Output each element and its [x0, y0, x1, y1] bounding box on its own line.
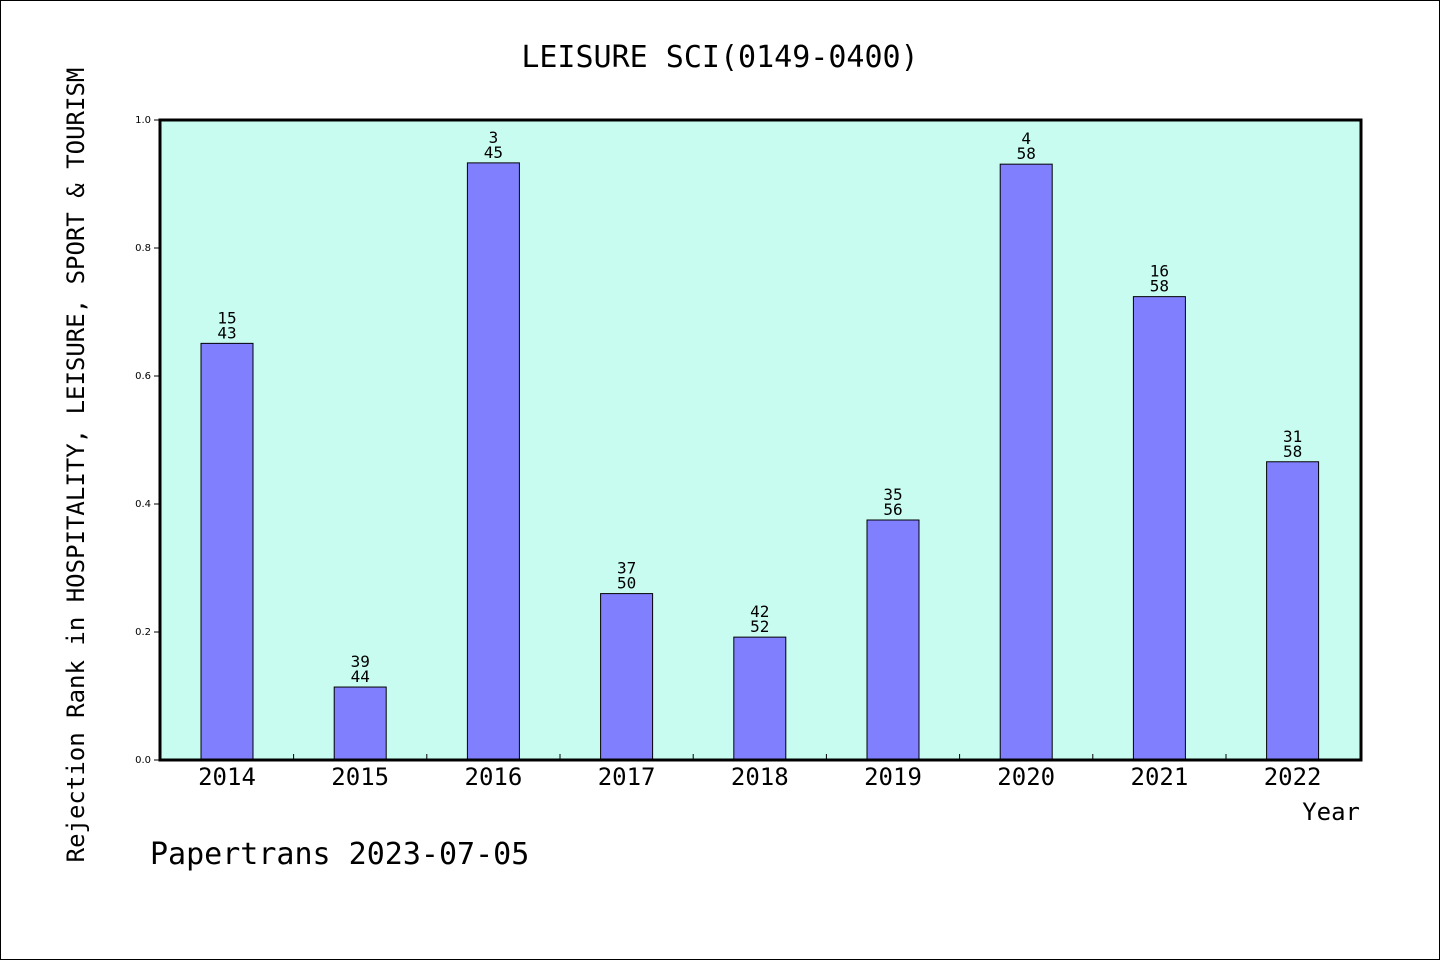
- bar-label-rank: 37: [617, 559, 636, 578]
- bar-2022: [1266, 461, 1320, 761]
- bar-label-rank: 4: [1021, 129, 1031, 148]
- bar-label-rank: 35: [883, 485, 902, 504]
- bar-label-rank: 39: [351, 652, 370, 671]
- bar-label-total: 58: [1150, 277, 1169, 296]
- bar-label-total: 56: [883, 500, 902, 519]
- bar-2019: [866, 519, 920, 761]
- x-tick-label: 2018: [731, 763, 789, 791]
- bar-2014: [200, 342, 254, 761]
- bar-label-rank: 31: [1283, 427, 1302, 446]
- bar-label-total: 43: [217, 323, 236, 342]
- bar-label-total: 58: [1283, 442, 1302, 461]
- bar-label-rank: 16: [1150, 262, 1169, 281]
- plot-frame: [158, 118, 1363, 762]
- x-tick-label: 2021: [1131, 763, 1189, 791]
- bar-2018: [733, 636, 787, 761]
- x-tick-label: 2015: [331, 763, 389, 791]
- bar-label-rank: 3: [489, 128, 499, 147]
- y-tick-label: 0.8: [135, 243, 151, 254]
- x-tick-label: 2014: [198, 763, 256, 791]
- bar-label-rank: 42: [750, 602, 769, 621]
- chart-title: LEISURE SCI(0149-0400): [521, 40, 918, 75]
- bar-2015: [333, 686, 387, 761]
- x-tick-label: 2017: [598, 763, 656, 791]
- bars-group: [200, 162, 1320, 761]
- x-tick-label: 2020: [997, 763, 1055, 791]
- y-tick-label: 0.0: [135, 755, 151, 766]
- bar-label-total: 45: [484, 143, 503, 162]
- bar-label-total: 58: [1017, 144, 1036, 163]
- bar-label-rank: 15: [217, 308, 236, 327]
- bar-2016: [466, 162, 520, 761]
- x-tick-label: 2016: [465, 763, 523, 791]
- x-axis: 2014 2015 2016 2017 2018 2019 2020 2021 2022: [198, 754, 1321, 791]
- bar-2017: [600, 593, 654, 761]
- bar-label-total: 52: [750, 617, 769, 636]
- y-axis-label: Rejection Rank in HOSPITALITY, LEISURE, …: [62, 68, 90, 863]
- x-tick-label: 2022: [1264, 763, 1322, 791]
- bar-2021: [1132, 296, 1186, 761]
- y-tick-label: 0.2: [135, 627, 151, 638]
- y-tick-label: 1.0: [135, 115, 151, 126]
- bar-2020: [999, 163, 1053, 761]
- bar-label-total: 44: [351, 667, 370, 686]
- bar-label-total: 50: [617, 574, 636, 593]
- y-tick-label: 0.4: [135, 499, 151, 510]
- footer-text: Papertrans 2023-07-05: [150, 837, 529, 872]
- y-tick-label: 0.6: [135, 371, 151, 382]
- x-tick-label: 2019: [864, 763, 922, 791]
- x-axis-label: Year: [1302, 798, 1360, 826]
